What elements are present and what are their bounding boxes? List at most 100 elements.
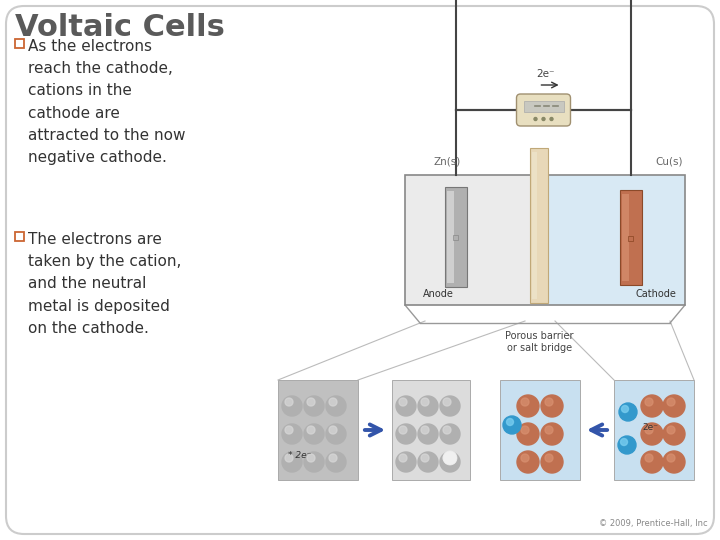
Circle shape — [443, 426, 451, 434]
Circle shape — [663, 423, 685, 445]
Circle shape — [534, 118, 537, 120]
Text: Cu(s): Cu(s) — [655, 157, 683, 167]
Text: Voltaic Cells: Voltaic Cells — [15, 13, 225, 42]
Circle shape — [326, 452, 346, 472]
Circle shape — [285, 454, 293, 462]
Circle shape — [285, 398, 293, 406]
Circle shape — [304, 396, 324, 416]
Text: The electrons are
taken by the cation,
and the neutral
metal is deposited
on the: The electrons are taken by the cation, a… — [28, 232, 181, 336]
Bar — [15, 232, 24, 241]
Circle shape — [304, 424, 324, 444]
Circle shape — [399, 454, 407, 462]
Circle shape — [307, 454, 315, 462]
Circle shape — [396, 396, 416, 416]
Circle shape — [443, 451, 457, 465]
Bar — [15, 39, 24, 48]
Circle shape — [307, 398, 315, 406]
Bar — [628, 236, 633, 241]
Circle shape — [550, 118, 553, 120]
Circle shape — [541, 451, 563, 473]
Circle shape — [621, 406, 629, 413]
Circle shape — [542, 118, 545, 120]
Circle shape — [517, 395, 539, 417]
FancyArrowPatch shape — [591, 424, 607, 436]
Circle shape — [621, 438, 628, 445]
FancyBboxPatch shape — [523, 101, 564, 111]
Circle shape — [618, 436, 636, 454]
Text: 2e⁻: 2e⁻ — [536, 69, 554, 79]
Circle shape — [282, 396, 302, 416]
Bar — [278, 380, 358, 480]
Circle shape — [641, 423, 663, 445]
Circle shape — [399, 426, 407, 434]
Circle shape — [541, 423, 563, 445]
Circle shape — [440, 452, 460, 472]
Circle shape — [440, 396, 460, 416]
Circle shape — [521, 398, 529, 406]
FancyArrowPatch shape — [365, 424, 381, 436]
FancyBboxPatch shape — [622, 194, 629, 281]
Text: Porous barrier
or salt bridge: Porous barrier or salt bridge — [505, 331, 574, 353]
Circle shape — [418, 424, 438, 444]
Text: * 2e⁻: * 2e⁻ — [288, 450, 311, 460]
Circle shape — [421, 426, 429, 434]
Circle shape — [645, 426, 653, 434]
Circle shape — [421, 454, 429, 462]
Circle shape — [329, 454, 337, 462]
FancyBboxPatch shape — [405, 175, 539, 305]
FancyBboxPatch shape — [516, 94, 570, 126]
Circle shape — [545, 398, 553, 406]
Circle shape — [667, 426, 675, 434]
Circle shape — [667, 398, 675, 406]
Circle shape — [304, 452, 324, 472]
FancyBboxPatch shape — [539, 175, 685, 305]
Circle shape — [396, 424, 416, 444]
Circle shape — [619, 403, 637, 421]
Circle shape — [545, 426, 553, 434]
FancyBboxPatch shape — [447, 191, 454, 283]
Circle shape — [282, 452, 302, 472]
Text: As the electrons
reach the cathode,
cations in the
cathode are
attracted to the : As the electrons reach the cathode, cati… — [28, 39, 186, 165]
Bar — [614, 380, 694, 480]
Circle shape — [421, 398, 429, 406]
Circle shape — [541, 395, 563, 417]
Circle shape — [641, 395, 663, 417]
Text: Zn(s): Zn(s) — [433, 157, 460, 167]
Circle shape — [641, 451, 663, 473]
Circle shape — [503, 416, 521, 434]
Circle shape — [418, 452, 438, 472]
Bar — [453, 235, 458, 240]
Circle shape — [506, 418, 513, 426]
Circle shape — [326, 396, 346, 416]
Circle shape — [443, 454, 451, 462]
FancyBboxPatch shape — [531, 148, 549, 303]
FancyBboxPatch shape — [532, 152, 537, 299]
Circle shape — [282, 424, 302, 444]
Circle shape — [329, 426, 337, 434]
Bar — [500, 380, 580, 480]
Circle shape — [326, 424, 346, 444]
Circle shape — [285, 426, 293, 434]
Circle shape — [645, 454, 653, 462]
Circle shape — [418, 396, 438, 416]
Circle shape — [307, 426, 315, 434]
Circle shape — [521, 454, 529, 462]
Bar — [392, 380, 470, 480]
Circle shape — [667, 454, 675, 462]
Circle shape — [663, 395, 685, 417]
Circle shape — [645, 398, 653, 406]
Circle shape — [396, 452, 416, 472]
Circle shape — [517, 423, 539, 445]
Circle shape — [663, 451, 685, 473]
Circle shape — [545, 454, 553, 462]
Circle shape — [443, 398, 451, 406]
Text: Cathode: Cathode — [635, 289, 676, 299]
Circle shape — [440, 424, 460, 444]
FancyBboxPatch shape — [6, 6, 714, 534]
FancyBboxPatch shape — [445, 187, 467, 287]
Text: © 2009, Prentice-Hall, Inc: © 2009, Prentice-Hall, Inc — [599, 519, 708, 528]
Circle shape — [329, 398, 337, 406]
Circle shape — [517, 451, 539, 473]
Circle shape — [399, 398, 407, 406]
Circle shape — [521, 426, 529, 434]
